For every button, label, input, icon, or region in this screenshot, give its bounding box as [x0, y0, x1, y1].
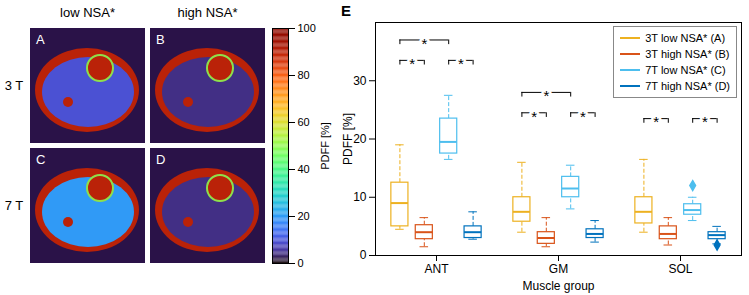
html-text:7T high NSA* (D): 7T high NSA* (D): [645, 80, 730, 92]
svg-text:*: *: [458, 55, 464, 72]
svg-text:100: 100: [298, 22, 316, 34]
svg-text:10: 10: [353, 190, 367, 204]
svg-text:7 T: 7 T: [5, 198, 24, 213]
svg-text:ANT: ANT: [425, 262, 450, 276]
svg-text:*: *: [580, 108, 586, 125]
svg-text:B: B: [156, 32, 165, 47]
svg-text:60: 60: [298, 116, 310, 128]
svg-text:30: 30: [353, 74, 367, 88]
svg-text:A: A: [36, 32, 45, 47]
html-text:E: E: [341, 2, 351, 19]
svg-text:20: 20: [353, 132, 367, 146]
svg-text:80: 80: [298, 69, 310, 81]
svg-text:GM: GM: [549, 262, 568, 276]
svg-text:20: 20: [298, 210, 310, 222]
svg-text:*: *: [543, 87, 549, 104]
svg-text:40: 40: [298, 163, 310, 175]
svg-text:PDFF [%]: PDFF [%]: [319, 122, 331, 170]
svg-text:high NSA*: high NSA*: [178, 5, 238, 20]
svg-text:*: *: [702, 113, 708, 130]
html-text:7T low NSA* (C): 7T low NSA* (C): [645, 64, 726, 76]
html-text:3T high NSA* (B): 3T high NSA* (B): [645, 48, 730, 60]
html-text:3T low NSA* (A): 3T low NSA* (A): [645, 32, 726, 44]
svg-text:C: C: [36, 152, 45, 167]
svg-text:3 T: 3 T: [5, 78, 24, 93]
svg-text:*: *: [531, 108, 537, 125]
svg-text:D: D: [156, 152, 165, 167]
svg-text:*: *: [409, 55, 415, 72]
svg-text:0: 0: [298, 257, 304, 269]
svg-text:Muscle group: Muscle group: [522, 279, 594, 293]
svg-text:PDFF [%]: PDFF [%]: [341, 113, 355, 165]
svg-text:low NSA*: low NSA*: [60, 5, 115, 20]
svg-text:0: 0: [360, 248, 367, 262]
svg-text:*: *: [653, 113, 659, 130]
svg-text:SOL: SOL: [668, 262, 692, 276]
svg-text:*: *: [421, 35, 427, 52]
